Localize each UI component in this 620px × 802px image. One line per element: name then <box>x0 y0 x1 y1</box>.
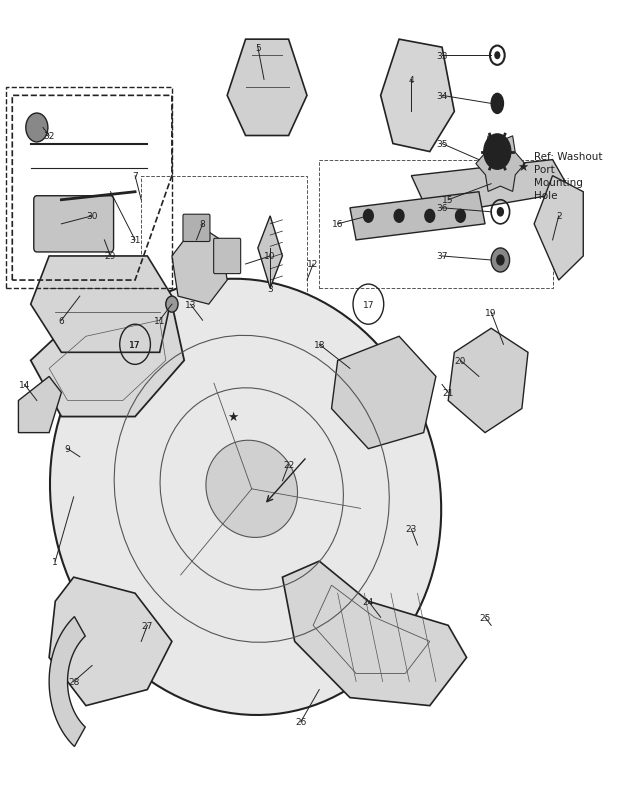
Text: ★: ★ <box>228 411 239 423</box>
Circle shape <box>363 210 373 223</box>
Polygon shape <box>350 192 485 241</box>
Circle shape <box>166 297 178 313</box>
Text: 11: 11 <box>154 316 166 326</box>
FancyBboxPatch shape <box>33 196 113 253</box>
Ellipse shape <box>50 279 441 715</box>
Polygon shape <box>49 617 86 747</box>
Circle shape <box>26 114 48 143</box>
Text: 17: 17 <box>130 340 141 350</box>
Polygon shape <box>332 337 436 449</box>
Polygon shape <box>534 176 583 281</box>
Text: 24: 24 <box>363 597 374 606</box>
Circle shape <box>494 52 500 60</box>
Text: 33: 33 <box>436 51 448 61</box>
Text: 26: 26 <box>295 717 306 727</box>
Text: 35: 35 <box>436 140 448 149</box>
Polygon shape <box>31 257 172 353</box>
Text: 12: 12 <box>308 260 319 269</box>
Text: 21: 21 <box>443 388 454 398</box>
Polygon shape <box>381 40 454 152</box>
Text: 17: 17 <box>130 340 141 350</box>
Text: eReplacementParts.com: eReplacementParts.com <box>214 418 401 432</box>
Text: 16: 16 <box>332 220 343 229</box>
Text: 20: 20 <box>455 356 466 366</box>
Text: 22: 22 <box>283 460 294 470</box>
Text: 34: 34 <box>436 91 448 101</box>
Text: 17: 17 <box>363 300 374 310</box>
Text: Ref: Washout
Port
Mounting
Hole: Ref: Washout Port Mounting Hole <box>534 152 603 201</box>
Text: 32: 32 <box>43 132 55 141</box>
Circle shape <box>394 210 404 223</box>
Text: 9: 9 <box>64 444 71 454</box>
Text: 5: 5 <box>255 43 261 53</box>
Text: 18: 18 <box>314 340 325 350</box>
Ellipse shape <box>491 94 503 114</box>
Text: 30: 30 <box>86 212 98 221</box>
Ellipse shape <box>206 440 298 538</box>
Polygon shape <box>172 225 227 305</box>
Text: 28: 28 <box>68 677 79 687</box>
Text: 27: 27 <box>141 621 153 630</box>
Polygon shape <box>258 217 283 289</box>
Text: 23: 23 <box>405 525 417 534</box>
Text: 7: 7 <box>132 172 138 181</box>
Text: 13: 13 <box>185 300 196 310</box>
Text: ★: ★ <box>518 160 529 173</box>
Circle shape <box>484 135 511 170</box>
Text: 4: 4 <box>409 75 414 85</box>
Polygon shape <box>31 305 184 417</box>
Text: 15: 15 <box>443 196 454 205</box>
Text: 19: 19 <box>485 308 497 318</box>
Text: 31: 31 <box>130 236 141 245</box>
Circle shape <box>496 255 505 266</box>
FancyBboxPatch shape <box>214 239 241 274</box>
Polygon shape <box>283 561 467 706</box>
Text: 14: 14 <box>19 380 30 390</box>
Text: 3: 3 <box>267 284 273 294</box>
Text: 2: 2 <box>556 212 562 221</box>
Polygon shape <box>227 40 307 136</box>
Text: 37: 37 <box>436 252 448 261</box>
Text: 36: 36 <box>436 204 448 213</box>
Polygon shape <box>49 577 172 706</box>
Polygon shape <box>19 377 61 433</box>
Text: 1: 1 <box>52 557 58 566</box>
FancyBboxPatch shape <box>183 215 210 242</box>
Circle shape <box>456 210 466 223</box>
Polygon shape <box>411 160 571 217</box>
Text: 6: 6 <box>58 316 64 326</box>
Text: 10: 10 <box>264 252 276 261</box>
Circle shape <box>491 249 510 273</box>
Polygon shape <box>476 136 525 192</box>
Circle shape <box>425 210 435 223</box>
Text: 8: 8 <box>200 220 205 229</box>
Text: 29: 29 <box>105 252 116 261</box>
Text: 25: 25 <box>479 613 490 622</box>
Polygon shape <box>448 329 528 433</box>
Circle shape <box>497 208 504 217</box>
